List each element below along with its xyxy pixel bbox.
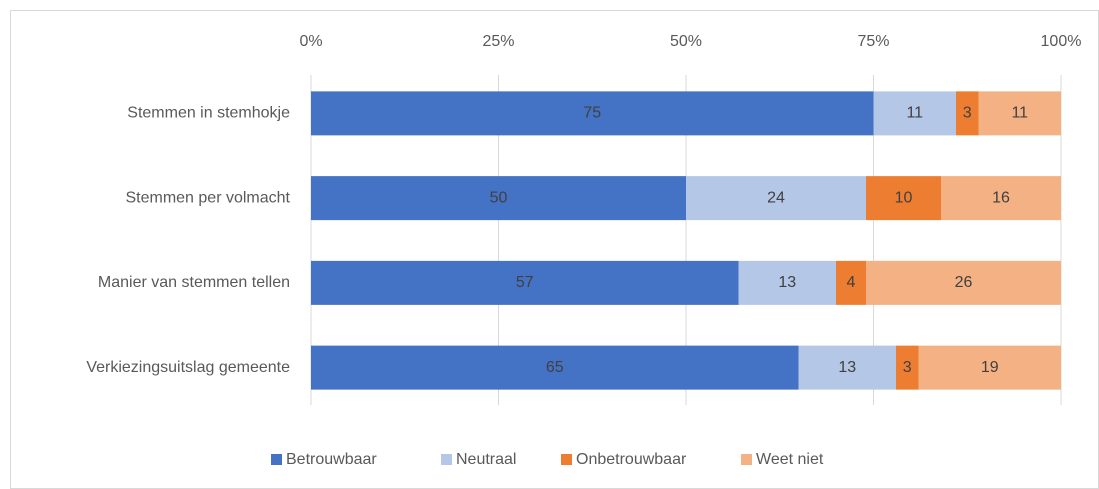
x-tick-label: 100%: [1041, 33, 1082, 50]
legend-label: Betrouwbaar: [286, 451, 377, 468]
data-label: 24: [767, 189, 785, 206]
data-label: 50: [490, 189, 508, 206]
data-label: 57: [516, 274, 534, 291]
bar-segment: [686, 176, 866, 221]
y-tick-label: Verkiezingsuitslag gemeente: [86, 359, 290, 376]
bar-segment: [866, 260, 1061, 305]
legend-label: Weet niet: [756, 451, 824, 468]
bar-segment: [866, 176, 941, 221]
bar-segment: [311, 345, 799, 390]
bar-segment: [311, 176, 686, 221]
data-label: 75: [583, 105, 601, 122]
legend-swatch: [741, 454, 752, 465]
x-tick-label: 25%: [482, 33, 514, 50]
y-tick-label: Stemmen in stemhokje: [127, 105, 290, 122]
data-label: 19: [981, 359, 999, 376]
y-tick-label: Stemmen per volmacht: [125, 189, 290, 206]
data-label: 13: [778, 274, 796, 291]
bar-segment: [896, 345, 919, 390]
bar-segment: [836, 260, 866, 305]
data-label: 4: [847, 274, 856, 291]
bar-segment: [941, 176, 1061, 221]
x-tick-label: 0%: [299, 33, 322, 50]
bar-segment: [978, 91, 1061, 136]
data-label: 10: [895, 189, 913, 206]
legend-swatch: [561, 454, 572, 465]
bar-segment: [311, 91, 874, 136]
bar-segment: [738, 260, 836, 305]
x-tick-label: 50%: [670, 33, 702, 50]
data-label: 11: [1011, 105, 1028, 122]
legend-swatch: [271, 454, 282, 465]
data-label: 16: [992, 189, 1010, 206]
legend-label: Onbetrouwbaar: [576, 451, 687, 468]
x-tick-label: 75%: [857, 33, 889, 50]
legend-label: Neutraal: [456, 451, 516, 468]
bar-segment: [873, 91, 956, 136]
data-label: 3: [903, 359, 912, 376]
chart-frame: [10, 10, 1099, 489]
bar-segment: [798, 345, 896, 390]
data-label: 11: [906, 105, 923, 122]
data-label: 3: [963, 105, 972, 122]
y-tick-label: Manier van stemmen tellen: [98, 274, 290, 291]
data-label: 13: [838, 359, 856, 376]
bar-segment: [956, 91, 979, 136]
legend-swatch: [441, 454, 452, 465]
bar-segment: [918, 345, 1061, 390]
data-label: 65: [546, 359, 564, 376]
bar-segment: [311, 260, 739, 305]
data-label: 26: [955, 274, 973, 291]
